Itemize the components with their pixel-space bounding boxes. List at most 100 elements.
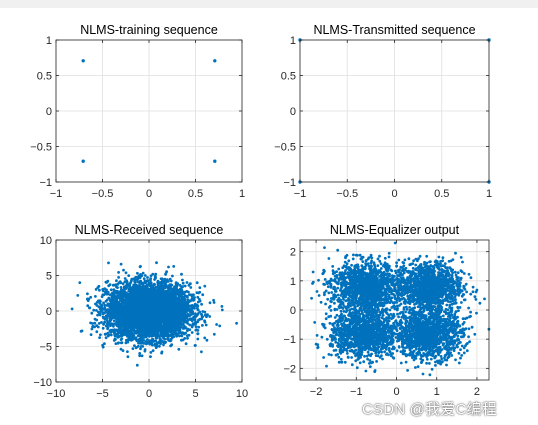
data-point	[118, 319, 122, 323]
data-point	[103, 332, 107, 336]
data-point	[105, 324, 108, 328]
data-point	[100, 321, 103, 324]
data-point	[106, 308, 110, 311]
data-point	[175, 334, 179, 337]
data-point	[165, 316, 169, 320]
y-tick-label: 1	[46, 35, 52, 47]
data-point	[141, 285, 144, 289]
data-point	[204, 323, 208, 327]
plot-title: NLMS-training sequence	[80, 23, 218, 37]
data-point	[123, 277, 127, 280]
data-point	[212, 298, 216, 302]
data-point	[198, 286, 202, 289]
y-tick-label: −0.5	[274, 142, 296, 154]
data-point	[190, 297, 194, 301]
data-point	[179, 288, 183, 292]
data-point	[131, 347, 135, 350]
data-point	[200, 312, 203, 316]
data-point	[122, 318, 126, 322]
data-point	[203, 319, 207, 323]
data-point	[181, 281, 185, 285]
x-tick-label: 0.5	[188, 188, 203, 200]
data-point	[81, 59, 85, 63]
data-point	[148, 342, 152, 346]
data-point	[102, 322, 105, 326]
data-point	[76, 294, 80, 297]
data-point	[174, 282, 178, 285]
data-point	[101, 345, 105, 349]
data-point	[166, 336, 170, 340]
data-point	[91, 322, 94, 325]
data-point	[109, 318, 113, 321]
data-point	[168, 316, 172, 319]
data-point	[196, 304, 200, 308]
data-point	[117, 303, 120, 307]
data-point	[116, 335, 120, 339]
y-tick-label: 1	[290, 35, 296, 47]
y-tick-label: −1	[39, 177, 52, 189]
data-point	[120, 301, 124, 305]
data-point	[220, 305, 224, 308]
data-point	[110, 299, 113, 303]
data-point	[164, 272, 168, 275]
data-point	[108, 293, 112, 297]
data-point	[197, 325, 201, 329]
data-point	[125, 316, 128, 320]
data-point	[184, 331, 188, 335]
data-point	[205, 338, 209, 342]
data-point	[156, 282, 160, 286]
data-point	[104, 280, 108, 284]
data-point	[185, 301, 189, 305]
data-point	[190, 331, 194, 334]
data-point	[107, 302, 111, 306]
data-point	[129, 336, 133, 340]
data-point	[117, 313, 120, 317]
data-point	[166, 305, 170, 309]
data-point	[127, 274, 131, 277]
data-point	[98, 288, 101, 292]
y-tick-label: −1	[283, 177, 296, 189]
x-tick-label: 0	[391, 188, 397, 200]
data-point	[95, 324, 99, 328]
x-tick-label: −1	[50, 188, 63, 200]
data-point	[102, 301, 105, 305]
data-point	[169, 344, 173, 348]
data-points	[81, 59, 217, 163]
data-point	[112, 319, 116, 323]
data-point	[143, 274, 147, 277]
data-point	[190, 307, 194, 310]
data-point	[111, 283, 115, 287]
data-point	[151, 272, 155, 276]
data-point	[151, 323, 155, 327]
data-point	[121, 349, 125, 352]
data-point	[114, 283, 118, 287]
data-point	[119, 310, 123, 313]
data-point	[163, 337, 167, 341]
data-point	[126, 355, 130, 359]
data-point	[213, 59, 217, 63]
data-point	[95, 309, 98, 312]
data-point	[172, 265, 176, 268]
data-point	[149, 282, 153, 286]
data-point	[152, 334, 156, 337]
data-point	[154, 285, 158, 289]
data-point	[158, 344, 161, 348]
data-point	[126, 338, 130, 342]
data-point	[139, 265, 142, 268]
figure-topband	[0, 0, 538, 8]
data-point	[115, 297, 119, 301]
data-point	[162, 335, 166, 338]
data-point	[135, 286, 138, 290]
data-point	[124, 338, 128, 342]
data-point	[171, 322, 174, 326]
data-point	[155, 336, 159, 340]
data-point	[126, 286, 129, 289]
data-point	[208, 315, 212, 318]
data-point	[103, 311, 107, 314]
data-point	[102, 293, 106, 297]
data-point	[91, 325, 94, 329]
data-point	[152, 290, 156, 294]
data-point	[178, 328, 182, 332]
data-point	[168, 283, 172, 286]
